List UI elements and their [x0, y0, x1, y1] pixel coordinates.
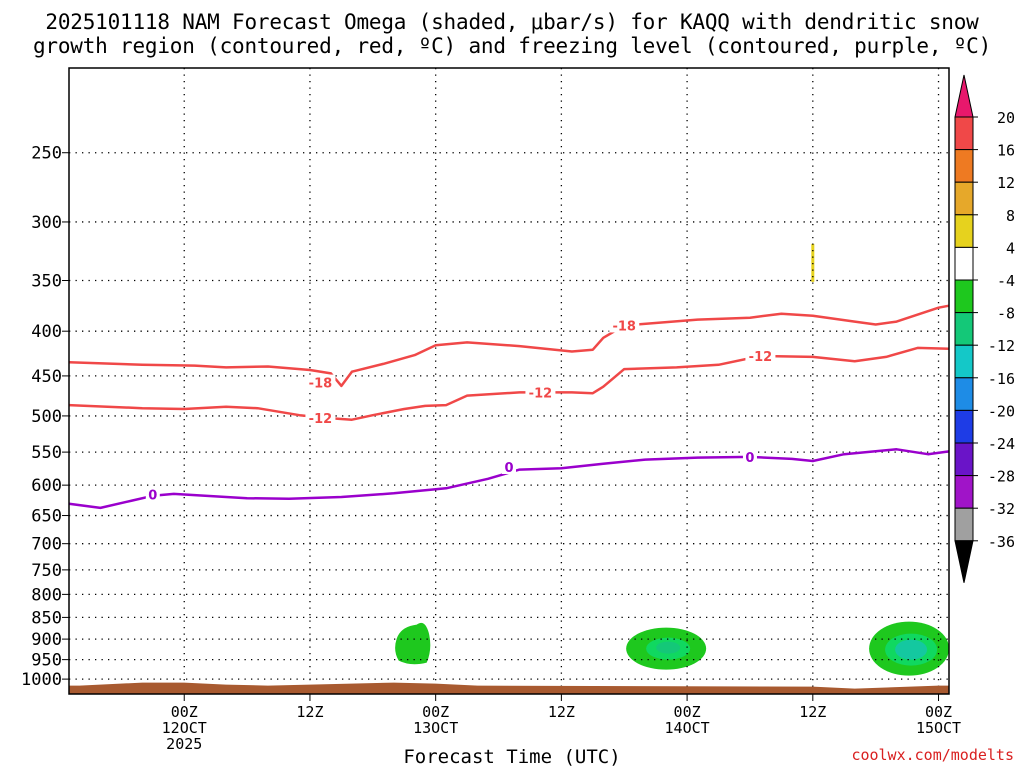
dgz-bottom-label-0: -12: [309, 412, 333, 427]
x-tick-label-0-2: 2025: [166, 735, 202, 753]
omega-shading-layer: [395, 243, 950, 676]
omega-streak-up: [811, 243, 815, 282]
colorbar-label-5: -4: [997, 272, 1015, 290]
colorbar-swatch-10: [954, 409, 974, 444]
x-tick-label-6-1: 15OCT: [916, 719, 961, 737]
dgz-bottom-label-bg-1: [525, 384, 556, 400]
dgz-top-label-1: -18: [612, 319, 636, 334]
y-tick-label-700: 700: [31, 535, 62, 555]
colorbar-label-1: 16: [997, 142, 1015, 160]
dgz-bottom-line: [68, 346, 950, 421]
freezing-level-label-bg-2: [742, 448, 757, 464]
x-tick-label-0-1: 12OCT: [162, 719, 207, 737]
chart-title-line-2: growth region (contoured, red, ºC) and f…: [32, 34, 992, 58]
y-tick-label-850: 850: [31, 608, 62, 628]
dgz-bottom-label-bg-2: [745, 347, 776, 363]
freezing-level-label-bg-0: [145, 486, 160, 502]
y-tick-label-450: 450: [31, 367, 62, 387]
y-axis: 2503003504004505005506006507007508008509…: [21, 144, 69, 690]
dgz-top-label-bg-0: [305, 374, 336, 390]
terrain-layer: [69, 682, 949, 694]
colorbar-swatch-5: [954, 246, 974, 281]
y-tick-label-750: 750: [31, 561, 62, 581]
colorbar-label-8: -16: [988, 370, 1015, 388]
colorbar-label-4: 4: [1006, 239, 1015, 257]
x-tick-label-5-0: 12Z: [799, 703, 826, 721]
omega-blob-3-core: [895, 639, 928, 660]
site-credit: coolwx.com/modelts: [851, 746, 1014, 764]
colorbar-top-arrow: [954, 74, 974, 118]
chart-title-line-1: 2025101118 NAM Forecast Omega (shaded, μ…: [45, 10, 979, 34]
freezing-level-line: [68, 448, 950, 510]
colorbar-label-12: -32: [988, 500, 1015, 518]
colorbar-label-3: 8: [1006, 207, 1015, 225]
colorbar-label-13: -36: [988, 533, 1015, 551]
omega-blob-2-core: [656, 641, 681, 654]
x-tick-label-0-0: 00Z: [171, 703, 198, 721]
freezing-level-label-1: 0: [504, 461, 513, 476]
colorbar-swatch-13: [954, 507, 974, 542]
y-tick-label-600: 600: [31, 476, 62, 496]
colorbar-swatch-2: [954, 149, 974, 183]
x-tick-label-4-0: 00Z: [674, 703, 701, 721]
y-tick-label-550: 550: [31, 443, 62, 463]
dgz-top-label-bg-1: [609, 317, 640, 333]
x-tick-label-6-0: 00Z: [925, 703, 952, 721]
colorbar-label-11: -28: [988, 468, 1015, 486]
y-tick-label-800: 800: [31, 585, 62, 605]
x-tick-label-2-0: 00Z: [422, 703, 449, 721]
colorbar-swatch-4: [954, 214, 974, 248]
dgz-top-label-0: -18: [309, 377, 333, 392]
dgz-bottom-label-1: -12: [529, 386, 553, 401]
contour-layer: -18 -18 -12 -12 -12 0 0 0: [68, 304, 950, 510]
colorbar-swatch-12: [954, 475, 974, 509]
freezing-level-label-0: 0: [148, 489, 157, 504]
x-tick-label-2-1: 13OCT: [413, 719, 458, 737]
freezing-level-label-2: 0: [745, 451, 754, 466]
y-tick-label-250: 250: [31, 144, 62, 164]
y-tick-label-900: 900: [31, 630, 62, 650]
freezing-level-label-bg-1: [502, 458, 516, 474]
x-tick-label-4-1: 14OCT: [665, 719, 710, 737]
colorbar-swatch-9: [954, 377, 974, 411]
colorbar-bottom-arrow: [954, 540, 974, 583]
colorbar-label-7: -12: [988, 337, 1015, 355]
y-tick-label-350: 350: [31, 271, 62, 291]
colorbar-swatch-3: [954, 181, 974, 216]
colorbar-swatch-11: [954, 442, 974, 477]
dgz-top-line: [68, 304, 950, 388]
dgz-bottom-label-bg-0: [305, 410, 336, 426]
colorbar-swatch-1: [954, 116, 974, 151]
colorbar-label-2: 12: [997, 174, 1015, 192]
x-tick-label-3-0: 12Z: [548, 703, 575, 721]
colorbar-swatch-6: [954, 279, 974, 314]
y-tick-label-400: 400: [31, 322, 62, 342]
y-tick-label-650: 650: [31, 507, 62, 527]
plot-frame: [68, 67, 950, 695]
colorbar-swatch-8: [954, 344, 974, 379]
colorbar-swatch-7: [954, 312, 974, 346]
pressure-gridlines: [69, 68, 949, 694]
dgz-bottom-label-2: -12: [749, 350, 773, 365]
y-tick-label-300: 300: [31, 213, 62, 233]
y-tick-label-500: 500: [31, 407, 62, 427]
x-tick-label-1-0: 12Z: [296, 703, 323, 721]
colorbar-label-9: -20: [988, 402, 1015, 420]
omega-blob-1: [395, 622, 431, 665]
y-tick-label-950: 950: [31, 651, 62, 671]
colorbar: 20 16 12 8 4 -4 -8 -12 -16 -20 -24 -28 -32 -36: [954, 74, 1015, 583]
colorbar-label-6: -8: [997, 305, 1015, 323]
y-tick-label-1000: 1000: [21, 670, 62, 690]
terrain-band: [69, 682, 949, 694]
colorbar-label-0: 20: [997, 109, 1015, 127]
x-axis-title: Forecast Time (UTC): [403, 746, 621, 768]
colorbar-label-10: -24: [988, 435, 1015, 453]
